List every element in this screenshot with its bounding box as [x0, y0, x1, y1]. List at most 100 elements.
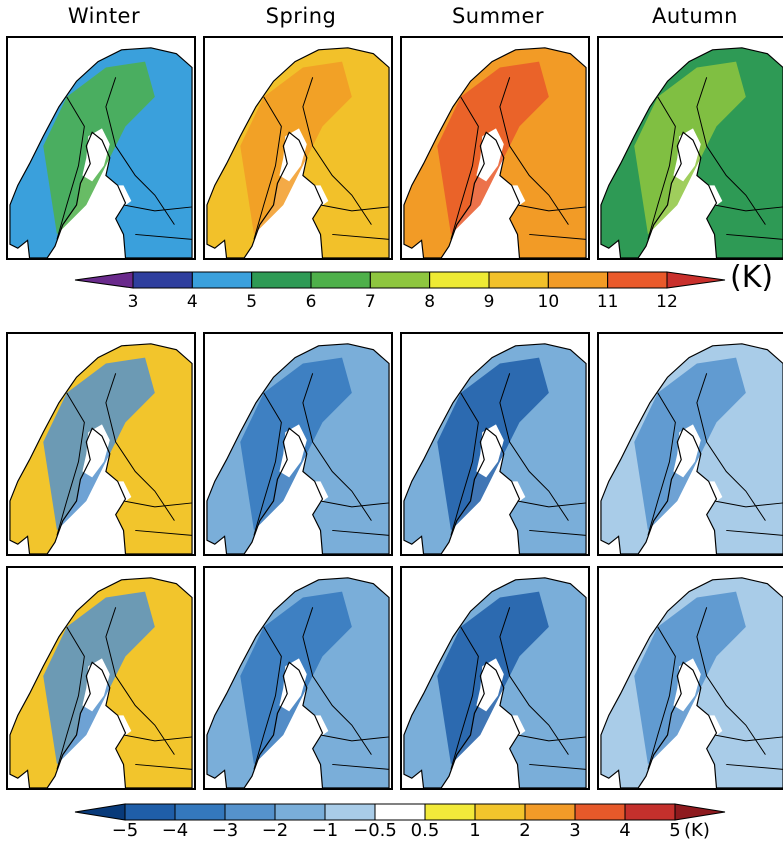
- colorbar-segment: [324, 803, 376, 821]
- country-borders: [450, 77, 587, 240]
- country-borders: [56, 373, 193, 536]
- top-colorbar-unit: (K): [730, 260, 774, 295]
- colorbar-tick-label: 7: [364, 292, 376, 312]
- coastline: [9, 577, 193, 788]
- colorbar-segment: [488, 271, 549, 289]
- colorbar-tick-label: 8: [424, 292, 436, 312]
- colorbar-tick-label: 5: [246, 292, 258, 312]
- map-svg: [600, 47, 783, 258]
- colorbar-segment: [369, 271, 431, 289]
- season-title-winter: Winter: [67, 4, 141, 28]
- colorbar-extend-high: [666, 271, 726, 289]
- map-svg: [403, 343, 587, 554]
- colorbar-segment: [251, 271, 312, 289]
- country-borders: [253, 607, 390, 770]
- colorbar-tick-label: 10: [537, 292, 560, 312]
- country-borders: [450, 373, 587, 536]
- colorbar-tick-label: −1: [311, 820, 339, 841]
- map-panel-row3-summer: [400, 566, 590, 790]
- coastline: [206, 47, 390, 258]
- map-svg: [600, 577, 783, 788]
- colorbar-extend-low: [74, 803, 126, 821]
- coastline: [206, 343, 390, 554]
- map-panel-row2-summer: [400, 332, 590, 556]
- country-borders: [253, 373, 390, 536]
- map-svg: [206, 577, 390, 788]
- map-panel-row1-summer: [400, 36, 590, 260]
- map-panel-row2-autumn: [597, 332, 783, 556]
- map-panel-row1-winter: [6, 36, 196, 260]
- colorbar-tick-label: −3: [211, 820, 239, 841]
- coastline: [600, 577, 783, 788]
- country-borders: [450, 607, 587, 770]
- map-svg: [9, 577, 193, 788]
- bottom-colorbar-unit: (K): [684, 820, 710, 841]
- colorbar-segment: [574, 803, 626, 821]
- colorbar-segment: [374, 803, 426, 821]
- season-title-spring: Spring: [265, 4, 337, 28]
- map-panel-row3-winter: [6, 566, 196, 790]
- colorbar-tick-label: −5: [111, 820, 139, 841]
- map-panel-row2-winter: [6, 332, 196, 556]
- season-title-autumn: Autumn: [652, 4, 738, 28]
- colorbar-segment: [607, 271, 668, 289]
- coastline: [9, 47, 193, 258]
- colorbar-extend-low: [74, 271, 134, 289]
- colorbar-tick-label: 5: [669, 820, 681, 841]
- country-borders: [56, 77, 193, 240]
- colorbar-tick-label: 4: [186, 292, 198, 312]
- colorbar-segment: [624, 803, 676, 821]
- country-borders: [647, 373, 783, 536]
- colorbar-segment: [429, 271, 490, 289]
- colorbar-tick-label: 2: [519, 820, 531, 841]
- colorbar-extend-high: [674, 803, 726, 821]
- map-panel-row3-autumn: [597, 566, 783, 790]
- map-svg: [9, 47, 193, 258]
- country-borders: [647, 77, 783, 240]
- colorbar-tick-label: 11: [596, 292, 619, 312]
- colorbar-segment: [224, 803, 276, 821]
- bottom-colorbar-scale: [74, 803, 726, 821]
- colorbar-tick-label: −4: [161, 820, 189, 841]
- top-colorbar: 3 4 5 6 7 8 9 10 11 12 (K): [0, 260, 783, 312]
- map-svg: [600, 343, 783, 554]
- coastline: [600, 343, 783, 554]
- map-panel-row1-spring: [203, 36, 393, 260]
- map-svg: [403, 577, 587, 788]
- coastline: [9, 343, 193, 554]
- colorbar-segment: [124, 803, 176, 821]
- map-panel-row2-spring: [203, 332, 393, 556]
- colorbar-tick-label: 3: [127, 292, 139, 312]
- coastline: [403, 47, 587, 258]
- colorbar-tick-label: 12: [656, 292, 678, 312]
- colorbar-tick-label: 0.5: [410, 820, 440, 841]
- colorbar-segment: [174, 803, 226, 821]
- colorbar-tick-label: −0.5: [353, 820, 397, 841]
- colorbar-segment: [524, 803, 576, 821]
- bottom-colorbar: −5 −4 −3 −2 −1 −0.5 0.5 1 2 3 4 5 (K): [0, 800, 783, 845]
- map-svg: [9, 343, 193, 554]
- map-svg: [206, 47, 390, 258]
- colorbar-tick-label: −2: [261, 820, 289, 841]
- colorbar-segment: [547, 271, 609, 289]
- colorbar-tick-label: 6: [305, 292, 317, 312]
- country-borders: [56, 607, 193, 770]
- map-panel-row1-autumn: [597, 36, 783, 260]
- colorbar-segment: [310, 271, 371, 289]
- top-colorbar-scale: [74, 271, 726, 289]
- colorbar-segment: [424, 803, 476, 821]
- country-borders: [647, 607, 783, 770]
- map-svg: [403, 47, 587, 258]
- map-svg: [206, 343, 390, 554]
- coastline: [403, 577, 587, 788]
- map-panel-row3-spring: [203, 566, 393, 790]
- colorbar-segment: [274, 803, 326, 821]
- coastline: [600, 47, 783, 258]
- colorbar-segment: [191, 271, 253, 289]
- season-title-summer: Summer: [451, 4, 545, 28]
- country-borders: [253, 77, 390, 240]
- coastline: [206, 577, 390, 788]
- colorbar-tick-label: 4: [619, 820, 631, 841]
- colorbar-segment: [132, 271, 193, 289]
- coastline: [403, 343, 587, 554]
